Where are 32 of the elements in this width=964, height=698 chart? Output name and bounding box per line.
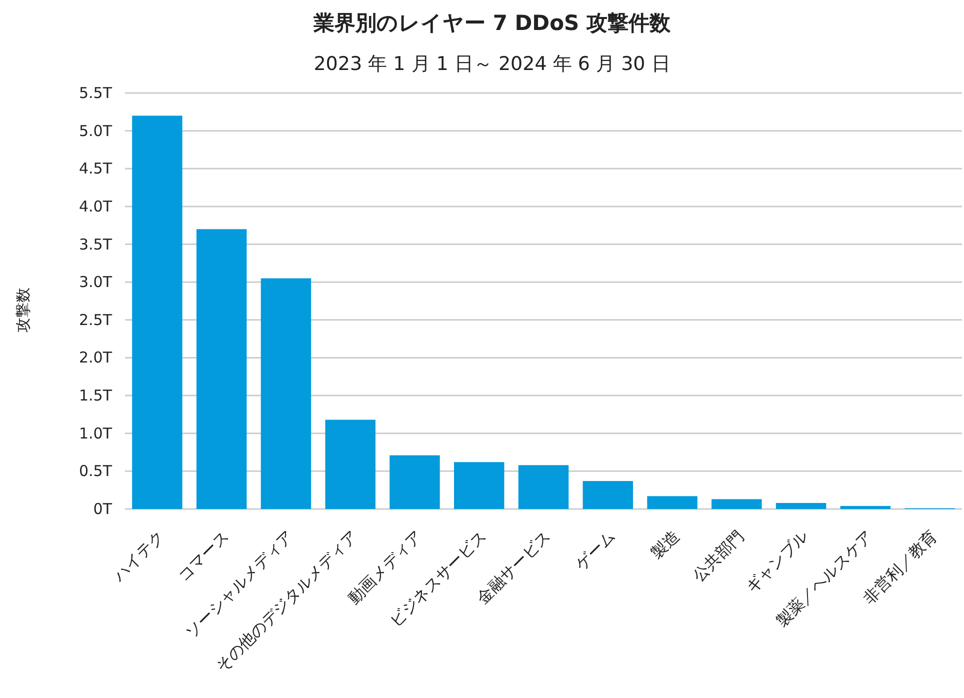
bar xyxy=(196,229,247,509)
chart-subtitle: 2023 年 1 月 1 日～ 2024 年 6 月 30 日 xyxy=(314,53,670,75)
x-tick-label: 製造 xyxy=(647,526,684,562)
y-axis-title: 攻撃数 xyxy=(14,288,32,332)
y-tick-label: 2.5T xyxy=(78,310,113,329)
bar xyxy=(712,499,762,509)
chart-title: 業界別のレイヤー 7 DDoS 攻撃件数 xyxy=(312,11,672,35)
bar xyxy=(647,496,698,509)
x-tick-label: 公共部門 xyxy=(688,526,748,586)
bar xyxy=(454,462,504,509)
bar xyxy=(260,278,312,509)
y-tick-label: 3.0T xyxy=(78,273,113,292)
x-tick-label: ゲーム xyxy=(571,526,619,574)
x-tick-label: ハイテク xyxy=(108,526,168,586)
bar xyxy=(518,465,569,509)
bar xyxy=(776,502,826,509)
y-tick-label: 5.5T xyxy=(78,84,113,102)
y-tick-label: 5.0T xyxy=(78,122,113,140)
bar xyxy=(840,506,891,509)
bar xyxy=(582,481,633,509)
y-tick-label: 2.0T xyxy=(78,348,113,367)
y-tick-label: 1.5T xyxy=(78,386,113,405)
y-tick-label: 4.5T xyxy=(78,160,113,178)
bar xyxy=(390,455,440,509)
bar xyxy=(132,116,182,509)
y-tick-label: 1.0T xyxy=(78,424,113,442)
y-tick-label: 0.5T xyxy=(78,462,113,480)
bar xyxy=(325,420,376,509)
y-tick-label: 4.0T xyxy=(78,197,113,216)
y-tick-label: 0T xyxy=(93,500,113,518)
y-tick-label: 3.5T xyxy=(78,235,113,254)
x-tick-label: コマース xyxy=(174,526,232,586)
